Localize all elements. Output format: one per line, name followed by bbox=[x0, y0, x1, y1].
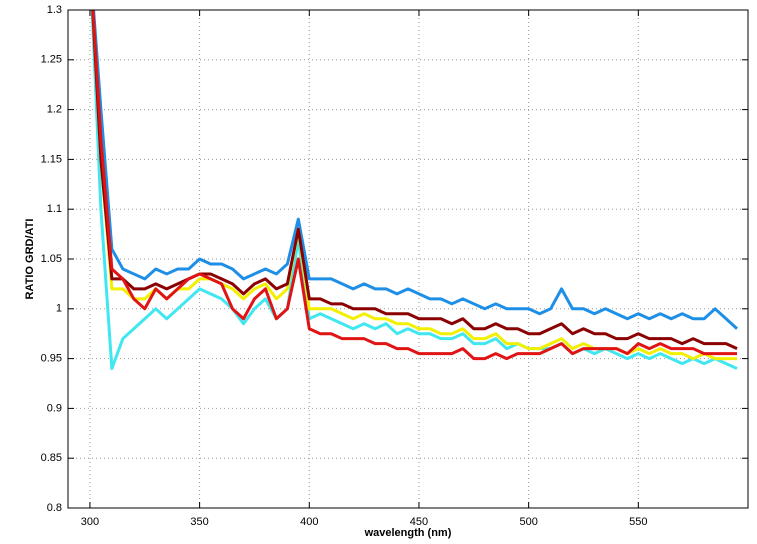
y-tick-label: 1.1 bbox=[47, 203, 62, 215]
x-tick-label: 500 bbox=[519, 516, 537, 528]
x-tick-label: 300 bbox=[81, 516, 99, 528]
y-tick-label: 0.85 bbox=[41, 452, 62, 464]
x-tick-label: 550 bbox=[629, 516, 647, 528]
y-tick-label: 1.25 bbox=[41, 54, 62, 66]
y-tick-label: 1 bbox=[56, 303, 62, 315]
y-tick-label: 1.3 bbox=[47, 4, 62, 16]
y-tick-label: 1.15 bbox=[41, 153, 62, 165]
series-line bbox=[92, 10, 739, 330]
y-tick-label: 0.9 bbox=[47, 402, 62, 414]
y-tick-label: 1.2 bbox=[47, 104, 62, 116]
y-tick-label: 0.95 bbox=[41, 353, 62, 365]
series-line bbox=[90, 10, 738, 371]
series-line bbox=[91, 10, 738, 361]
x-tick-label: 400 bbox=[300, 516, 318, 528]
y-tick-label: 1.05 bbox=[41, 253, 62, 265]
x-tick-label: 450 bbox=[410, 516, 428, 528]
y-tick-label: 0.8 bbox=[47, 502, 62, 514]
x-tick-label: 350 bbox=[190, 516, 208, 528]
x-axis-label: wavelength (nm) bbox=[364, 527, 452, 539]
y-axis-label: RATIO GRD/ATI bbox=[24, 219, 36, 300]
